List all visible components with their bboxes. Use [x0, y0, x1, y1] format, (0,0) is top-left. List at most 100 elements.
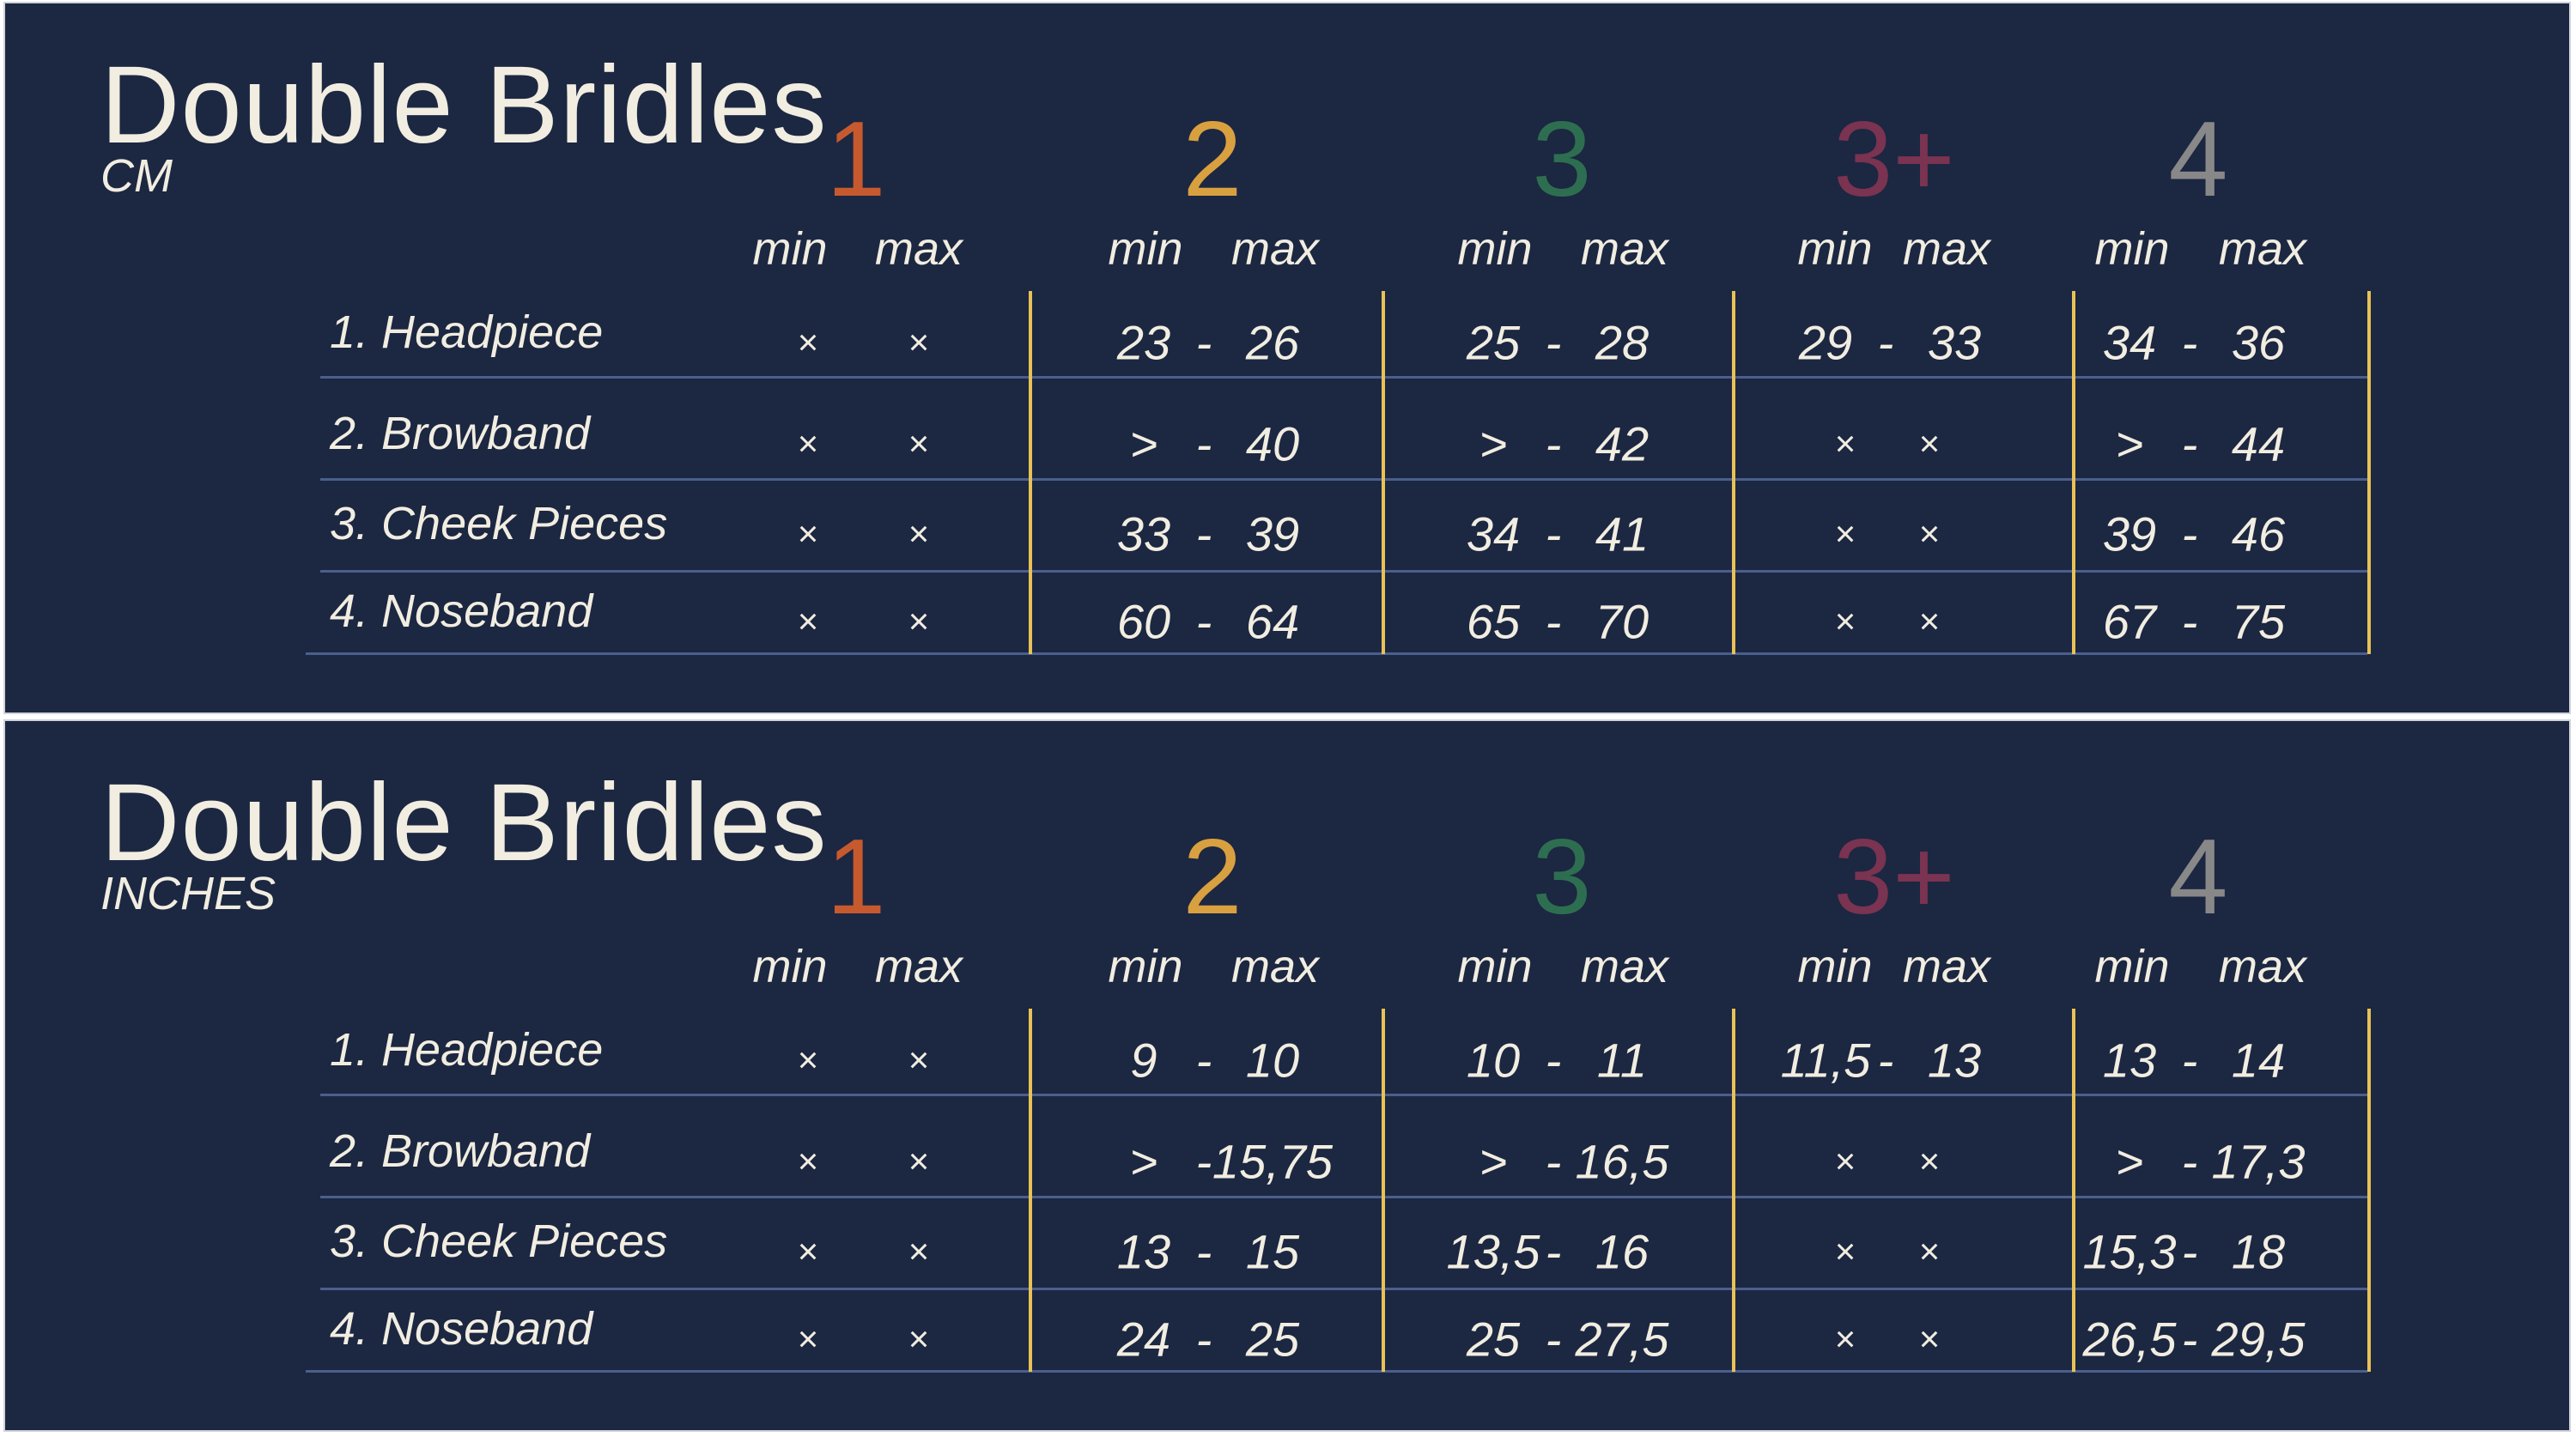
min-header: min — [752, 941, 828, 992]
row-label: 4. Noseband — [330, 585, 593, 637]
max-value: 42 — [1595, 416, 1649, 471]
min-value: 10 — [1466, 1033, 1521, 1088]
min-header: min — [1108, 941, 1183, 992]
max-value: 27,5 — [1575, 1312, 1669, 1367]
min-value: > — [2115, 416, 2144, 471]
min-value: 65 — [1466, 594, 1521, 649]
min-value: 9 — [1130, 1033, 1157, 1088]
max-header: max — [1580, 941, 1669, 992]
range-dash: - — [1545, 1134, 1562, 1189]
range-dash: - — [1195, 315, 1212, 370]
max-header: max — [1902, 941, 1991, 992]
row-divider — [306, 652, 2367, 655]
min-value: > — [1129, 1134, 1158, 1189]
empty-max-icon: × — [1918, 601, 1941, 641]
range-dash: - — [1195, 506, 1212, 561]
size-heading-3+: 3+ — [1833, 100, 1955, 219]
row-label: 2. Browband — [330, 408, 591, 459]
column-divider — [1029, 291, 1032, 654]
table-title: Double Bridles — [100, 44, 828, 167]
empty-max-icon: × — [908, 513, 930, 554]
min-value: 29 — [1798, 315, 1853, 370]
max-value: 14 — [2231, 1033, 2286, 1088]
max-value: 28 — [1595, 315, 1649, 370]
row-label: 4. Noseband — [330, 1303, 593, 1355]
range-dash: - — [2181, 315, 2198, 370]
min-value: 60 — [1116, 594, 1171, 649]
max-header: max — [874, 223, 963, 275]
range-dash: - — [2181, 416, 2198, 471]
column-divider — [1732, 291, 1735, 654]
range-dash: - — [1545, 315, 1562, 370]
empty-max-icon: × — [908, 1040, 930, 1080]
range-dash: - — [2181, 1224, 2198, 1279]
range-dash: - — [2181, 506, 2198, 561]
size-heading-3: 3 — [1532, 818, 1592, 937]
max-header: max — [874, 941, 963, 992]
row-divider — [320, 1288, 2367, 1290]
min-value: 34 — [2102, 315, 2157, 370]
range-dash: - — [1545, 1224, 1562, 1279]
max-value: 36 — [2231, 315, 2286, 370]
empty-max-icon: × — [908, 1231, 930, 1271]
max-value: 75 — [2231, 594, 2286, 649]
empty-min-icon: × — [797, 1141, 819, 1181]
empty-max-icon: × — [908, 322, 930, 362]
empty-min-icon: × — [797, 513, 819, 554]
empty-min-icon: × — [1834, 1231, 1856, 1271]
column-divider — [2072, 291, 2075, 654]
column-divider — [1029, 1009, 1032, 1372]
min-value: 11,5 — [1780, 1033, 1871, 1088]
empty-min-icon: × — [1834, 1319, 1856, 1359]
column-divider — [2367, 1009, 2371, 1372]
empty-max-icon: × — [1918, 1319, 1941, 1359]
row-divider — [306, 1370, 2367, 1373]
column-divider — [2367, 291, 2371, 654]
size-heading-3: 3 — [1532, 100, 1592, 219]
max-value: 15,75 — [1212, 1134, 1334, 1189]
column-divider — [1382, 291, 1385, 654]
max-value: 17,3 — [2211, 1134, 2306, 1189]
min-header: min — [752, 223, 828, 275]
min-value: 24 — [1116, 1312, 1171, 1367]
row-divider — [320, 1094, 2367, 1096]
min-value: 13,5 — [1446, 1224, 1540, 1279]
empty-max-icon: × — [1918, 1231, 1941, 1271]
min-header: min — [1108, 223, 1183, 275]
range-dash: - — [1545, 1033, 1562, 1088]
range-dash: - — [1195, 1224, 1212, 1279]
min-value: 33 — [1116, 506, 1171, 561]
min-value: 25 — [1466, 1312, 1521, 1367]
size-table-cm: Double Bridles CM 1 min max 2 min max 3 min max 3+ m… — [3, 2, 2571, 714]
range-dash: - — [1545, 1312, 1562, 1367]
size-heading-1: 1 — [826, 100, 886, 219]
min-value: 23 — [1116, 315, 1171, 370]
size-heading-4: 4 — [2168, 818, 2228, 937]
empty-max-icon: × — [908, 1319, 930, 1359]
column-divider — [2072, 1009, 2075, 1372]
range-dash: - — [1545, 594, 1562, 649]
unit-label: INCHES — [100, 868, 276, 919]
max-value: 29,5 — [2211, 1312, 2306, 1367]
size-heading-2: 2 — [1182, 818, 1242, 937]
min-header: min — [1797, 941, 1873, 992]
range-dash: - — [1195, 1312, 1212, 1367]
empty-min-icon: × — [797, 1231, 819, 1271]
max-value: 46 — [2231, 506, 2286, 561]
empty-min-icon: × — [797, 423, 819, 464]
max-value: 64 — [1245, 594, 1300, 649]
range-dash: - — [2181, 1033, 2198, 1088]
range-dash: - — [1195, 594, 1212, 649]
max-value: 15 — [1245, 1224, 1300, 1279]
empty-min-icon: × — [797, 1319, 819, 1359]
max-header: max — [2218, 223, 2307, 275]
min-header: min — [1797, 223, 1873, 275]
min-value: > — [1129, 416, 1158, 471]
range-dash: - — [1195, 416, 1212, 471]
min-header: min — [2094, 941, 2170, 992]
max-value: 16,5 — [1575, 1134, 1669, 1189]
row-label: 2. Browband — [330, 1125, 591, 1177]
empty-min-icon: × — [797, 322, 819, 362]
empty-max-icon: × — [1918, 1141, 1941, 1181]
max-value: 70 — [1595, 594, 1649, 649]
